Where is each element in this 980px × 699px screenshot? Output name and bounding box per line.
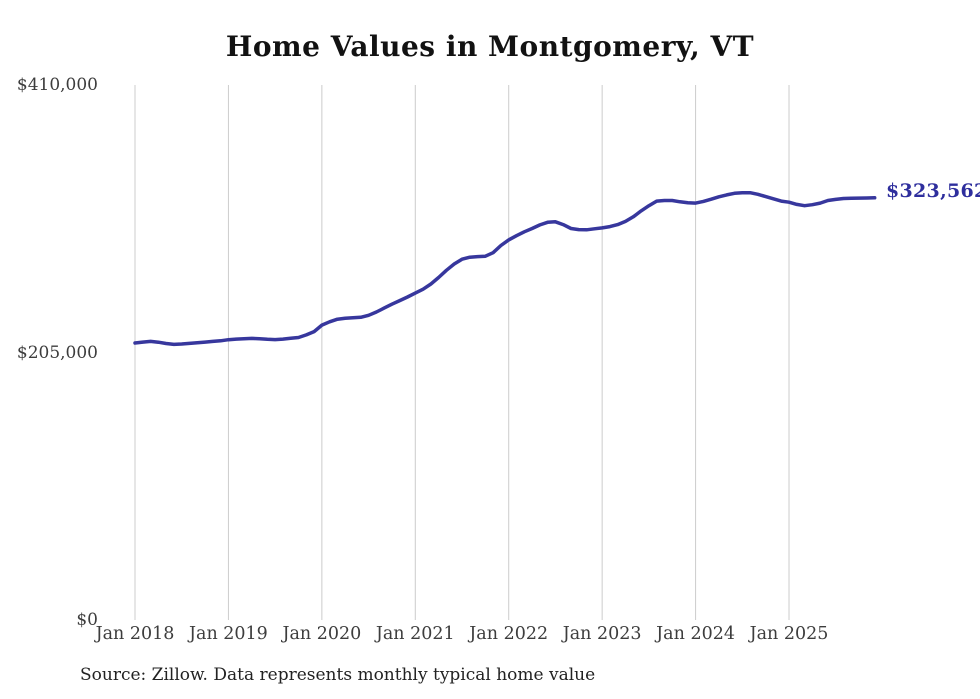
- x-axis-label: Jan 2024: [656, 624, 735, 644]
- source-note: Source: Zillow. Data represents monthly …: [80, 665, 596, 685]
- y-axis-tick-label: $205,000: [16, 342, 98, 363]
- x-axis-label: Jan 2019: [189, 624, 268, 644]
- x-axis-label: Jan 2023: [562, 624, 642, 644]
- x-axis-label: Jan 2021: [375, 624, 455, 644]
- x-axis-label: Jan 2022: [469, 624, 549, 644]
- y-axis-tick-label: $0: [76, 610, 98, 630]
- chart-title: Home Values in Montgomery, VT: [225, 30, 755, 63]
- gridlines: [134, 85, 790, 620]
- y-axis-tick-label: $410,000: [16, 75, 98, 95]
- home-value-line-series: [133, 190, 877, 347]
- x-axis-label: Jan 2018: [95, 624, 175, 644]
- x-axis-label: Jan 2020: [282, 624, 362, 644]
- last-value-label: $323,562: [886, 180, 980, 202]
- x-axis-label: Jan 2025: [749, 624, 829, 644]
